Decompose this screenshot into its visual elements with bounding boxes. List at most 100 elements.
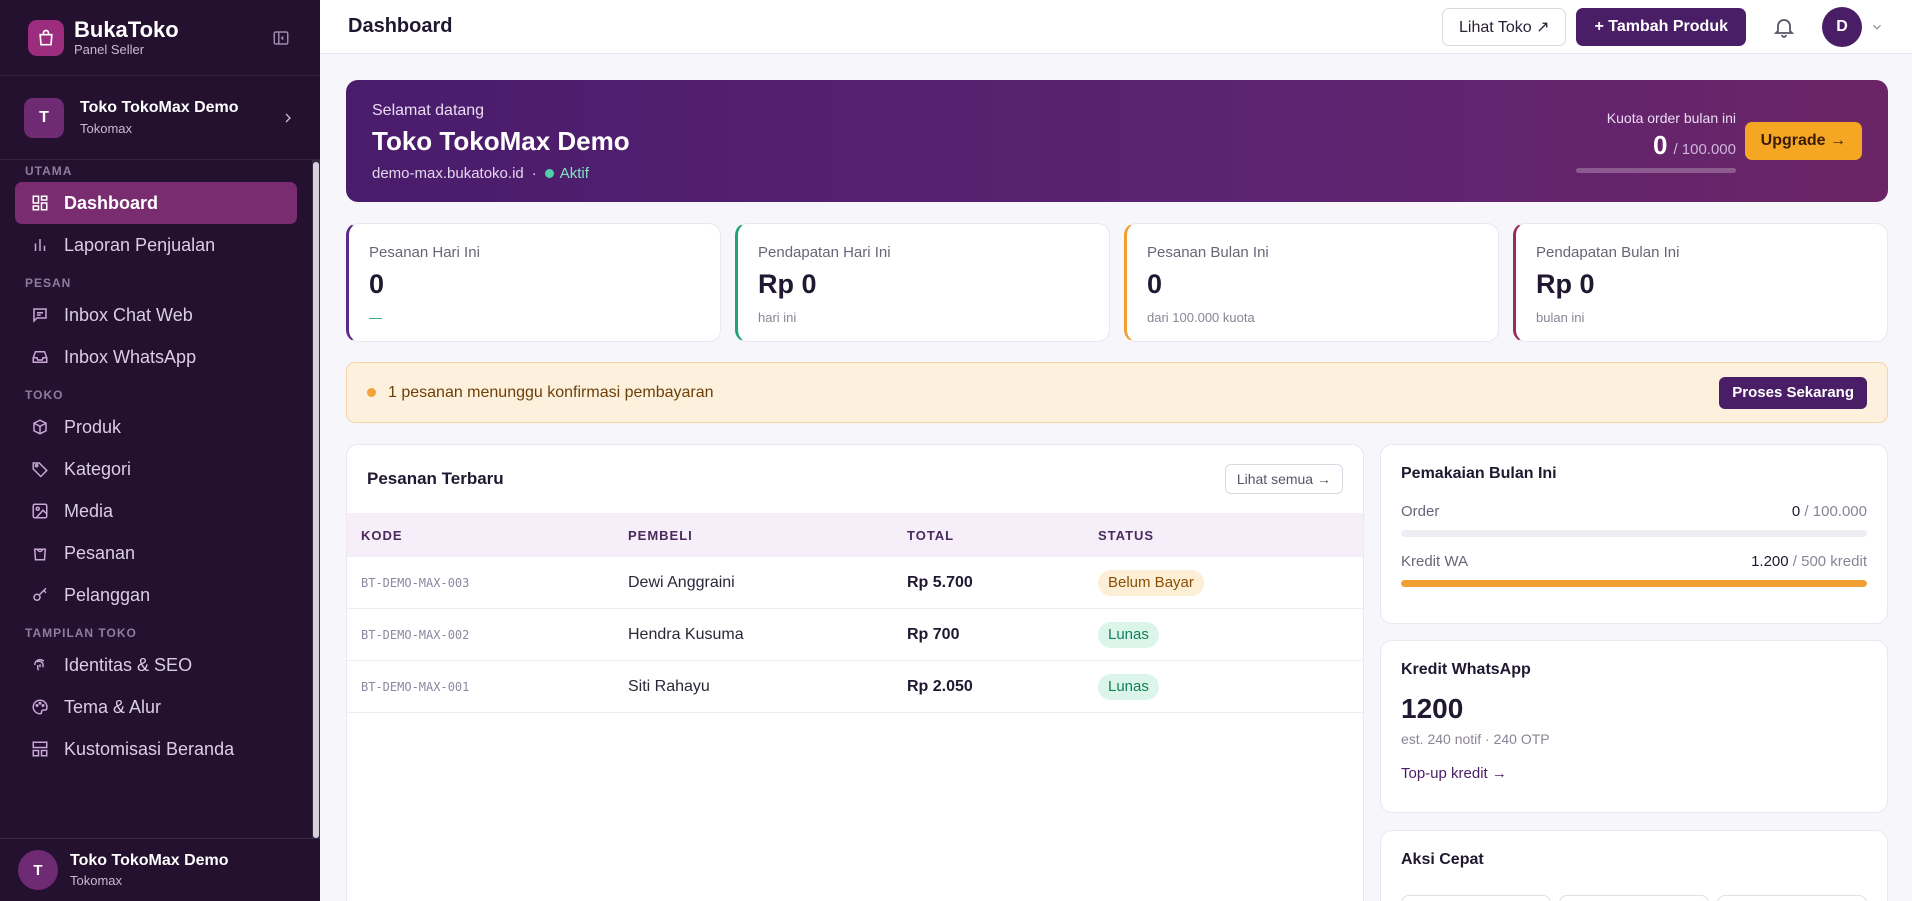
stat-label: Pendapatan Bulan Ini [1536, 244, 1680, 261]
sidebar-item-label: Dashboard [64, 192, 159, 213]
status-dot [544, 169, 554, 178]
topup-credit-link[interactable]: Top-up kredit → [1401, 765, 1507, 782]
usage-title: Pemakaian Bulan Ini [1401, 465, 1557, 482]
wa-credit-title: Kredit WhatsApp [1401, 661, 1531, 678]
order-buyer: Dewi Anggraini [628, 573, 735, 591]
usage-wa-total: / 500 kredit [1788, 553, 1867, 570]
stat-card-revenue-today: Pendapatan Hari Ini Rp 0 hari ini [735, 223, 1110, 342]
order-total: Rp 5.700 [907, 573, 973, 591]
sidebar-item-label: Pesanan [64, 542, 136, 563]
process-now-button[interactable]: Proses Sekarang [1719, 376, 1867, 409]
sidebar-item-kustomisasi[interactable]: Kustomisasi Beranda [15, 728, 297, 770]
quick-action-button[interactable] [1559, 895, 1709, 901]
sidebar-nav: UTAMA Dashboard Laporan Penjualan PESAN … [0, 160, 312, 770]
order-code: BT-DEMO-MAX-003 [361, 575, 470, 590]
sidebar-item-identitas[interactable]: Identitas & SEO [15, 644, 297, 686]
wa-usage-bar [1401, 580, 1867, 587]
nav-section-utama: UTAMA [25, 164, 73, 178]
meta-separator: · [531, 165, 537, 182]
sidebar-item-media[interactable]: Media [15, 490, 297, 532]
shopping-bag-icon [28, 19, 64, 56]
sidebar-item-pesanan[interactable]: Pesanan [15, 532, 297, 574]
sidebar-scrollbar-thumb[interactable] [313, 162, 319, 838]
sidebar-user-subtitle: Tokomax [70, 873, 123, 888]
store-domain: demo-max.bukatoko.id [372, 165, 524, 182]
store-subtitle: Tokomax [80, 121, 133, 136]
sidebar-item-pelanggan[interactable]: Pelanggan [15, 574, 297, 616]
payment-alert: 1 pesanan menunggu konfirmasi pembayaran… [346, 362, 1888, 423]
sidebar-item-inbox-web[interactable]: Inbox Chat Web [15, 294, 297, 336]
nav-section-pesan: PESAN [25, 276, 72, 290]
sidebar-item-label: Kategori [64, 458, 132, 479]
sidebar-item-label: Media [64, 500, 114, 521]
chevron-right-icon [280, 110, 296, 126]
store-switcher[interactable]: T Toko TokoMax Demo Tokomax [0, 76, 320, 160]
wa-credit-estimate: est. 240 notif · 240 OTP [1401, 731, 1550, 747]
status-badge: Belum Bayar [1098, 569, 1204, 596]
bell-icon[interactable] [1772, 15, 1796, 39]
stat-card-revenue-month: Pendapatan Bulan Ini Rp 0 bulan ini [1513, 223, 1888, 342]
grid-icon [30, 193, 50, 213]
quick-action-button[interactable] [1401, 895, 1551, 901]
see-all-button[interactable]: Lihat semua → [1224, 464, 1343, 494]
stat-value: 0 [1147, 269, 1163, 299]
chevron-down-icon[interactable] [1870, 20, 1884, 34]
upgrade-button[interactable]: Upgrade → [1744, 122, 1862, 160]
table-row[interactable]: BT-DEMO-MAX-003 Dewi Anggraini Rp 5.700 … [347, 557, 1363, 609]
fingerprint-icon [30, 655, 50, 675]
recent-orders-card: Pesanan Terbaru Lihat semua → KODE PEMBE… [346, 444, 1364, 901]
table-row[interactable]: BT-DEMO-MAX-001 Siti Rahayu Rp 2.050 Lun… [347, 661, 1363, 713]
sidebar-user[interactable]: T Toko TokoMax Demo Tokomax [0, 838, 320, 901]
add-product-button[interactable]: + Tambah Produk [1576, 7, 1746, 46]
usage-wa-label: Kredit WA [1401, 553, 1468, 570]
tag-icon [30, 459, 50, 479]
user-avatar[interactable]: D [1822, 6, 1862, 47]
stat-label: Pesanan Bulan Ini [1147, 244, 1269, 261]
view-store-button[interactable]: Lihat Toko ↗ [1441, 7, 1567, 46]
topbar: Dashboard Lihat Toko ↗ + Tambah Produk D [320, 0, 1912, 54]
stat-card-orders-today: Pesanan Hari Ini 0 — [346, 223, 721, 342]
whatsapp-credit-card: Kredit WhatsApp 1200 est. 240 notif · 24… [1380, 640, 1888, 813]
nav-section-toko: TOKO [25, 388, 64, 402]
alert-dot [367, 388, 376, 397]
sidebar-item-dashboard[interactable]: Dashboard [15, 182, 297, 224]
sidebar-item-label: Inbox WhatsApp [64, 346, 197, 367]
chat-icon [30, 305, 50, 325]
sidebar-item-produk[interactable]: Produk [15, 406, 297, 448]
quick-action-button[interactable] [1717, 895, 1867, 901]
avatar: T [18, 850, 58, 890]
column-header[interactable]: TOTAL [907, 527, 955, 543]
inbox-icon [30, 347, 50, 367]
table-row[interactable]: BT-DEMO-MAX-002 Hendra Kusuma Rp 700 Lun… [347, 609, 1363, 661]
page-title: Dashboard [348, 15, 453, 37]
sidebar-item-inbox-whatsapp[interactable]: Inbox WhatsApp [15, 336, 297, 378]
column-header[interactable]: PEMBELI [628, 527, 693, 543]
column-header[interactable]: STATUS [1098, 527, 1155, 543]
wa-usage-fill [1401, 580, 1867, 587]
usage-wa-used: 1.200 [1751, 553, 1789, 570]
alert-text: 1 pesanan menunggu konfirmasi pembayaran [388, 383, 714, 401]
usage-order-used: 0 [1791, 503, 1801, 520]
sidebar-item-laporan[interactable]: Laporan Penjualan [15, 224, 297, 266]
column-header[interactable]: KODE [361, 527, 403, 543]
quick-actions-title: Aksi Cepat [1401, 851, 1484, 868]
order-total: Rp 700 [907, 625, 960, 643]
quick-actions-card: Aksi Cepat [1380, 830, 1888, 901]
order-quota: Kuota order bulan ini 0 / 100.000 [1607, 110, 1736, 161]
status-badge: Aktif [559, 165, 589, 182]
shopping-bag-icon [30, 543, 50, 563]
order-code: BT-DEMO-MAX-002 [361, 627, 470, 642]
stat-value: 0 [369, 269, 385, 299]
sidebar-item-kategori[interactable]: Kategori [15, 448, 297, 490]
quota-used: 0 [1652, 130, 1668, 160]
sidebar-collapse-icon[interactable] [270, 27, 292, 49]
sidebar-item-label: Identitas & SEO [64, 654, 193, 675]
quota-progress-bar [1576, 168, 1736, 173]
sidebar-user-name: Toko TokoMax Demo [70, 852, 229, 869]
sidebar-item-label: Pelanggan [64, 584, 151, 605]
stat-value: Rp 0 [758, 269, 817, 299]
stat-sub: hari ini [758, 310, 797, 325]
welcome-banner: Selamat datang Toko TokoMax Demo demo-ma… [346, 80, 1888, 202]
nav-section-tampilan: TAMPILAN TOKO [25, 626, 137, 640]
sidebar-item-tema[interactable]: Tema & Alur [15, 686, 297, 728]
